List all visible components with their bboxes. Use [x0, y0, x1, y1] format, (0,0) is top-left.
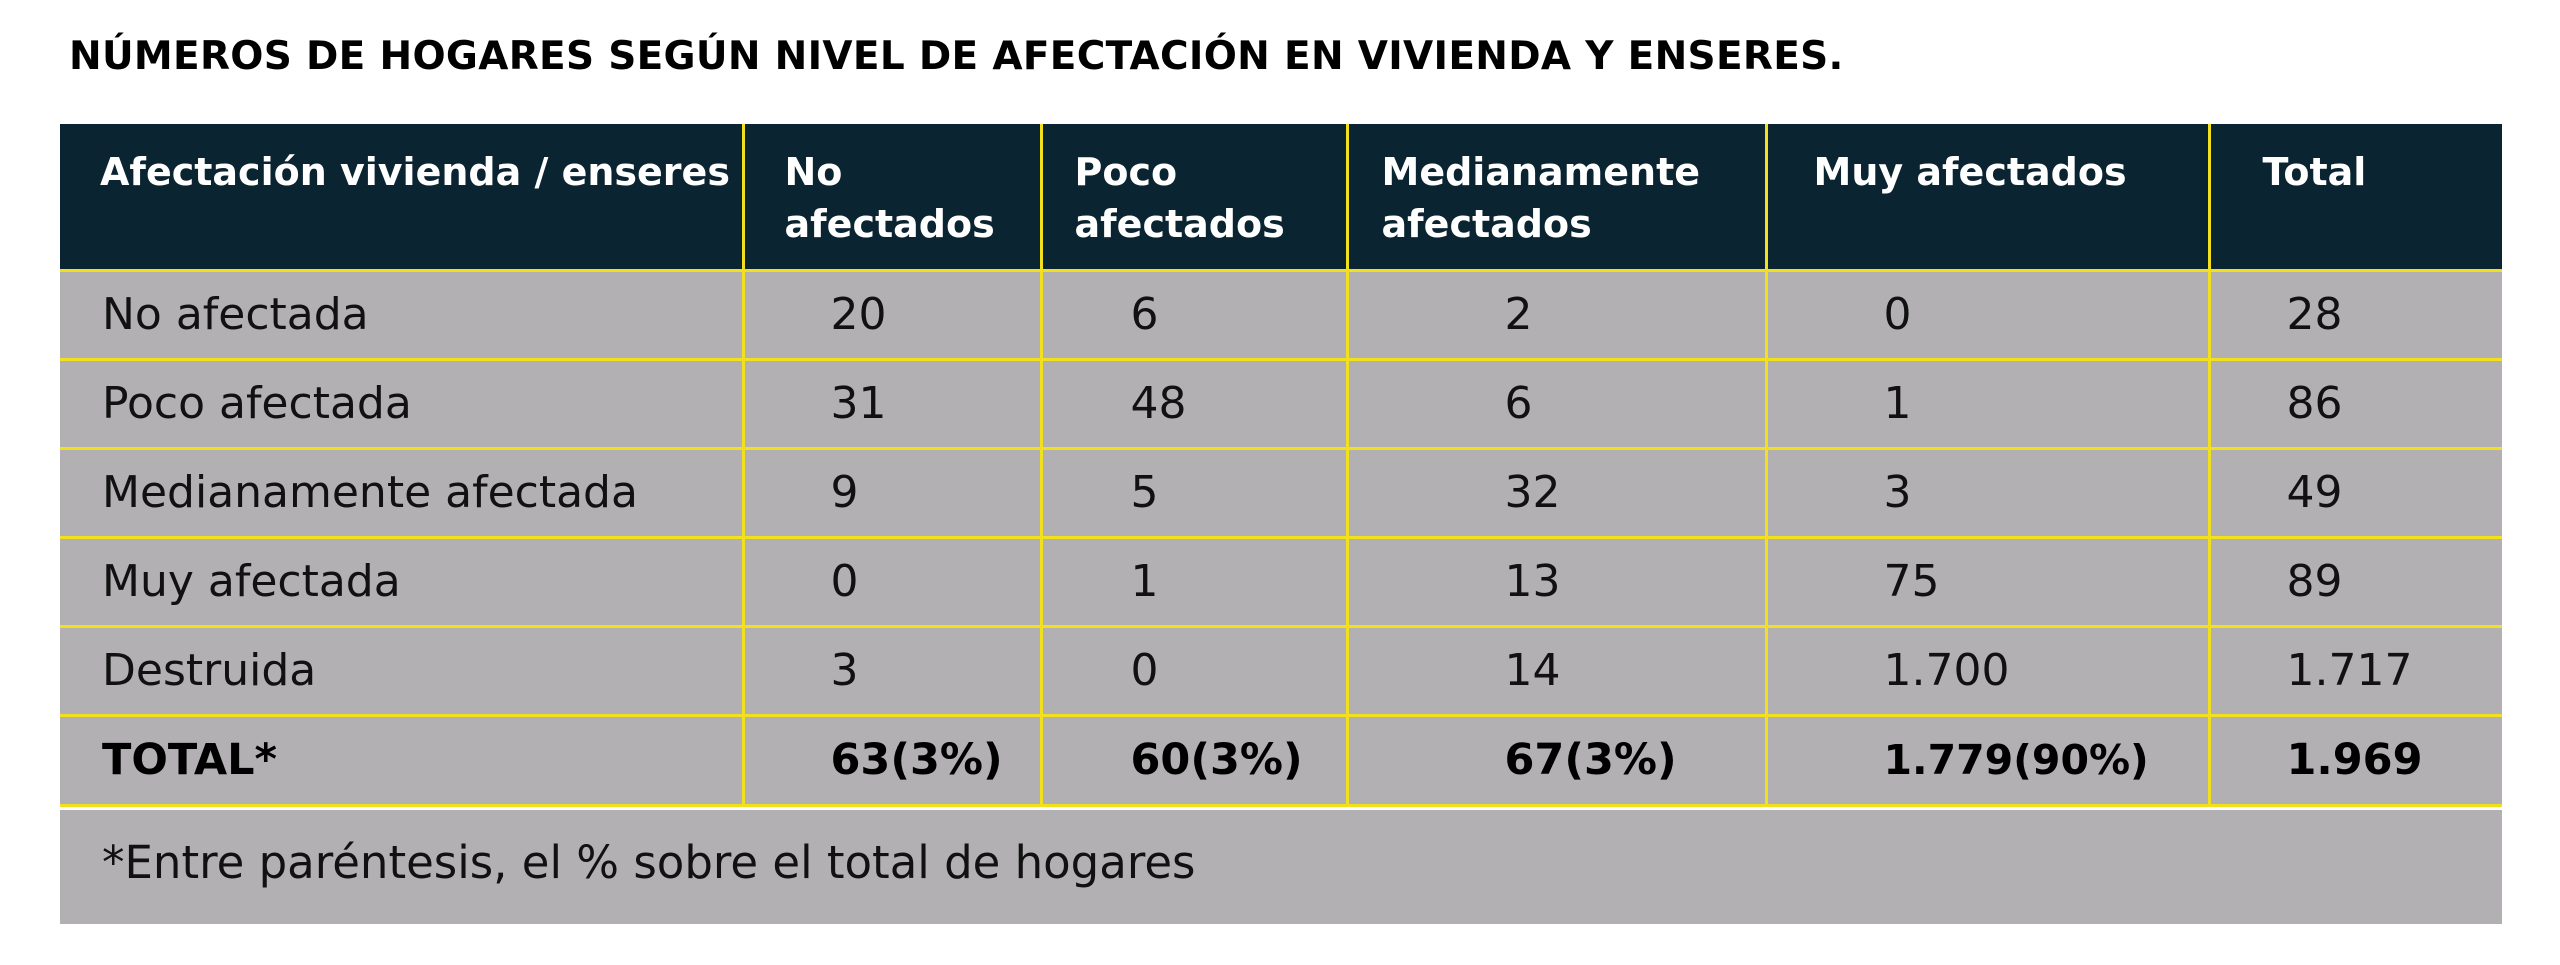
table-cell: 3 — [741, 624, 1043, 717]
header-medianamente-afectados: Medianamente afectados — [1345, 124, 1768, 272]
table-cell: 9 — [741, 446, 1043, 539]
table-cell: 1 — [1039, 535, 1349, 628]
header-poco-afectados: Poco afectados — [1039, 124, 1349, 272]
table-cell: 28 — [2207, 268, 2502, 361]
table-cell: 14 — [1345, 624, 1768, 717]
header-total: Total — [2207, 124, 2502, 272]
total-cell: 1.969 — [2207, 713, 2502, 807]
header-no-afectados: No afectados — [741, 124, 1043, 272]
table-cell: 1.700 — [1764, 624, 2211, 717]
total-row: TOTAL* 63(3%) 60(3%) 67(3%) 1.779(90%) 1… — [60, 713, 2502, 807]
table-cell: 6 — [1345, 357, 1768, 450]
table-cell: 3 — [1764, 446, 2211, 539]
table-cell: 6 — [1039, 268, 1349, 361]
row-label: Poco afectada — [60, 357, 745, 450]
table-cell: 20 — [741, 268, 1043, 361]
table-cell: 75 — [1764, 535, 2211, 628]
header-affectation: Afectación vivienda / enseres — [60, 124, 745, 272]
header-muy-afectados: Muy afectados — [1764, 124, 2211, 272]
table-cell: 89 — [2207, 535, 2502, 628]
total-cell: 1.779(90%) — [1764, 713, 2211, 807]
row-label: No afectada — [60, 268, 745, 361]
footnote: *Entre paréntesis, el % sobre el total d… — [60, 810, 2502, 924]
table-cell: 49 — [2207, 446, 2502, 539]
total-cell: 67(3%) — [1345, 713, 1768, 807]
table-cell: 2 — [1345, 268, 1768, 361]
table-cell: 32 — [1345, 446, 1768, 539]
total-label: TOTAL* — [60, 713, 745, 807]
table-cell: 0 — [1764, 268, 2211, 361]
page-title: NÚMEROS DE HOGARES SEGÚN NIVEL DE AFECTA… — [69, 34, 1844, 79]
row-label: Destruida — [60, 624, 745, 717]
table-cell: 0 — [1039, 624, 1349, 717]
total-cell: 60(3%) — [1039, 713, 1349, 807]
households-table: Afectación vivienda / enseres No afectad… — [60, 124, 2502, 807]
table-row: Muy afectada 0 1 13 75 89 — [60, 535, 2502, 628]
table-cell: 1 — [1764, 357, 2211, 450]
table-row: Medianamente afectada 9 5 32 3 49 — [60, 446, 2502, 539]
table-cell: 0 — [741, 535, 1043, 628]
table-cell: 5 — [1039, 446, 1349, 539]
row-label: Medianamente afectada — [60, 446, 745, 539]
table-cell: 48 — [1039, 357, 1349, 450]
header-row: Afectación vivienda / enseres No afectad… — [60, 124, 2502, 272]
table-row: Poco afectada 31 48 6 1 86 — [60, 357, 2502, 450]
row-label: Muy afectada — [60, 535, 745, 628]
table-row: Destruida 3 0 14 1.700 1.717 — [60, 624, 2502, 717]
table-cell: 1.717 — [2207, 624, 2502, 717]
table-cell: 31 — [741, 357, 1043, 450]
total-cell: 63(3%) — [741, 713, 1043, 807]
table-cell: 13 — [1345, 535, 1768, 628]
table-row: No afectada 20 6 2 0 28 — [60, 268, 2502, 361]
table-cell: 86 — [2207, 357, 2502, 450]
